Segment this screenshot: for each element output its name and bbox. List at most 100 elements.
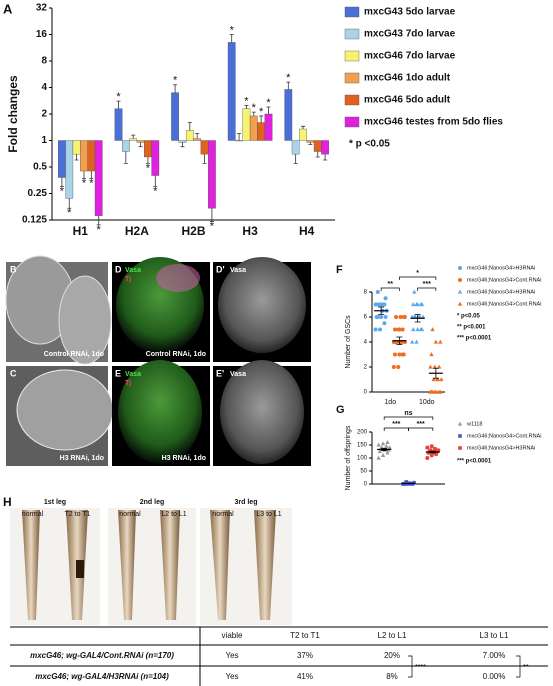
bar [242, 108, 251, 141]
data-point [394, 315, 399, 319]
panel-letter: D' [216, 264, 225, 274]
significance-star: * [67, 207, 72, 219]
panel-letter: F [336, 264, 343, 276]
data-point [411, 327, 416, 332]
panel-letter: E' [216, 368, 224, 378]
table-cell: 41% [297, 672, 313, 681]
legend-swatch [344, 6, 360, 18]
data-point [433, 446, 438, 451]
bar [313, 140, 322, 152]
error-bar [286, 81, 291, 90]
bar [306, 140, 315, 143]
leg-title: 2nd leg [140, 499, 165, 506]
data-point [392, 352, 397, 357]
image-shape [118, 360, 202, 464]
x-tick-label: 10do [419, 399, 435, 406]
leg-title: 1st leg [44, 499, 66, 506]
data-point [425, 445, 430, 450]
bar [65, 140, 74, 199]
data-point [385, 450, 390, 455]
panel-letter: B [10, 264, 17, 274]
bar [129, 138, 138, 141]
sem-bar [429, 450, 436, 454]
significance-star: * [116, 91, 121, 103]
error-bar [153, 175, 158, 187]
bar [249, 115, 258, 141]
error-bar [67, 198, 72, 209]
bar [235, 140, 243, 142]
leg-label: L2 to L1 [161, 511, 186, 518]
y-tick-label: 1 [41, 135, 47, 146]
data-point [379, 302, 384, 307]
error-bar [180, 142, 185, 148]
error-bar [173, 84, 178, 93]
error-bar [259, 115, 264, 123]
table-cell: 0.00% [483, 672, 506, 681]
significance-label: *** [417, 421, 425, 428]
y-tick-label: 6 [364, 315, 368, 321]
legend-label: mxcG46;NanosG4>H3RNAi [467, 265, 535, 271]
leg [118, 510, 136, 620]
micrographs [5, 255, 311, 466]
error-bar [266, 106, 271, 114]
error-bar [145, 156, 150, 164]
image-shape [220, 360, 304, 464]
error-bar [229, 34, 234, 43]
data-point [400, 327, 405, 332]
bar [114, 108, 123, 141]
error-bar [96, 215, 101, 226]
leg-label: T2 to T1 [65, 511, 91, 518]
bar [171, 92, 179, 141]
error-bar [315, 151, 320, 158]
data-point [458, 278, 462, 282]
legend-label: mxcG43 7do larvae [364, 29, 456, 40]
error-bar [81, 171, 86, 179]
error-bar [123, 151, 128, 164]
data-point [391, 365, 396, 369]
significance-star: * [146, 162, 151, 174]
x-tick-label: 1do [384, 399, 396, 406]
y-tick-label: 50 [360, 469, 367, 475]
bar [94, 140, 103, 216]
legend-label: mxcG46 1do adult [364, 73, 451, 84]
data-point [436, 448, 441, 453]
data-point [402, 315, 407, 319]
bracket [516, 655, 521, 678]
bar [136, 140, 145, 143]
data-point [415, 327, 420, 332]
y-tick-label: 2 [364, 365, 368, 371]
bracket [380, 287, 400, 291]
significance-star: * [244, 95, 249, 107]
significance-star: * [60, 185, 65, 197]
data-point [375, 290, 380, 294]
error-bar [187, 122, 192, 131]
bar [185, 130, 194, 141]
sem-bar [378, 306, 385, 315]
bar [208, 140, 216, 209]
significance-star: * [259, 106, 264, 118]
bar [264, 113, 273, 141]
legend-label: w1118 [466, 421, 482, 427]
data-point [385, 440, 390, 444]
data-point [376, 455, 381, 460]
table-cell: Yes [225, 651, 238, 660]
error-bar [323, 154, 328, 161]
data-point [411, 302, 416, 307]
legend-label: mxcG46 7do larvae [364, 51, 456, 62]
bar [58, 140, 66, 178]
bracket [417, 287, 437, 291]
data-point [401, 352, 406, 357]
data-point [373, 327, 378, 332]
legend-note: * p<0.05 [457, 314, 481, 320]
error-bar [202, 154, 207, 164]
x-tick-label: H2B [181, 224, 205, 238]
data-point [419, 327, 425, 332]
caption: Control RNAi, 1do [44, 351, 104, 358]
leg [160, 510, 180, 620]
data-point [412, 289, 417, 294]
error-bar [251, 111, 256, 116]
data-point [383, 296, 388, 301]
sem-bar [405, 482, 412, 485]
data-point [396, 365, 401, 369]
y-tick-label: 4 [364, 340, 368, 346]
